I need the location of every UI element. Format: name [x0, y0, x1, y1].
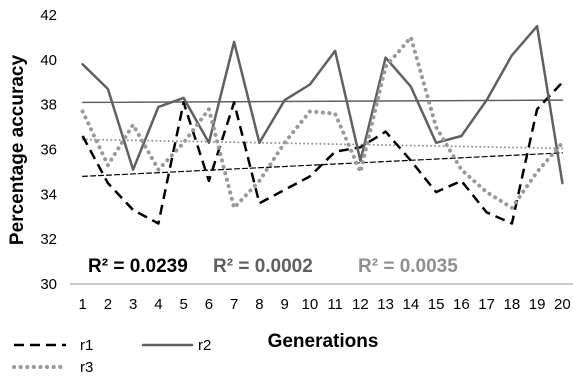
r-squared-label-r1: R² = 0.0239	[88, 256, 188, 277]
x-tick-label: 11	[327, 296, 343, 313]
series-line-r1	[81, 81, 564, 225]
y-tick-label: 34	[40, 186, 57, 203]
y-tick-label: 36	[40, 142, 57, 159]
series-line-r3	[80, 35, 565, 210]
x-tick-label: 8	[255, 296, 263, 313]
x-tick-label: 14	[403, 296, 420, 313]
x-tick-label: 16	[453, 296, 470, 313]
x-tick-label: 17	[478, 296, 495, 313]
y-tick-label: 40	[40, 52, 57, 69]
y-tick-label: 38	[40, 97, 57, 114]
y-axis-title: Percentage accuracy	[7, 55, 28, 246]
x-tick-label: 18	[504, 296, 521, 313]
y-tick-label: 32	[40, 231, 57, 248]
x-tick-label: 2	[104, 296, 112, 313]
x-tick-label: 13	[377, 296, 394, 313]
x-tick-label: 7	[230, 296, 238, 313]
x-tick-label: 10	[302, 296, 319, 313]
x-tick-label: 3	[129, 296, 137, 313]
y-tick-label: 30	[40, 276, 57, 293]
trendline-r1	[82, 152, 563, 177]
x-axis-title: Generations	[268, 331, 379, 352]
r-squared-label-r2: R² = 0.0002	[213, 256, 313, 277]
trendlines	[81, 99, 564, 177]
r-squared-label-r3: R² = 0.0035	[358, 256, 458, 277]
x-tick-label: 20	[554, 296, 571, 313]
x-tick-label: 5	[179, 296, 187, 313]
legend-label-r1: r1	[80, 337, 93, 354]
r-squared-labels: R² = 0.0239 R² = 0.0002 R² = 0.0035	[88, 256, 458, 277]
series-line-r2	[81, 24, 564, 185]
x-tick-label: 19	[529, 296, 546, 313]
trendline-r2	[81, 99, 564, 104]
x-tick-label: 4	[154, 296, 162, 313]
legend-label-r3: r3	[80, 359, 93, 376]
x-tick-label: 6	[205, 296, 213, 313]
legend-label-r2: r2	[198, 337, 211, 354]
y-tick-label: 42	[40, 7, 57, 24]
x-tick-label: 12	[352, 296, 369, 313]
x-tick-label: 15	[428, 296, 445, 313]
x-tick-label: 1	[78, 296, 86, 313]
legend: r1 r2 r3	[12, 337, 211, 376]
x-tick-label: 9	[280, 296, 288, 313]
trendline-r3	[81, 138, 564, 150]
series-lines	[80, 24, 565, 225]
